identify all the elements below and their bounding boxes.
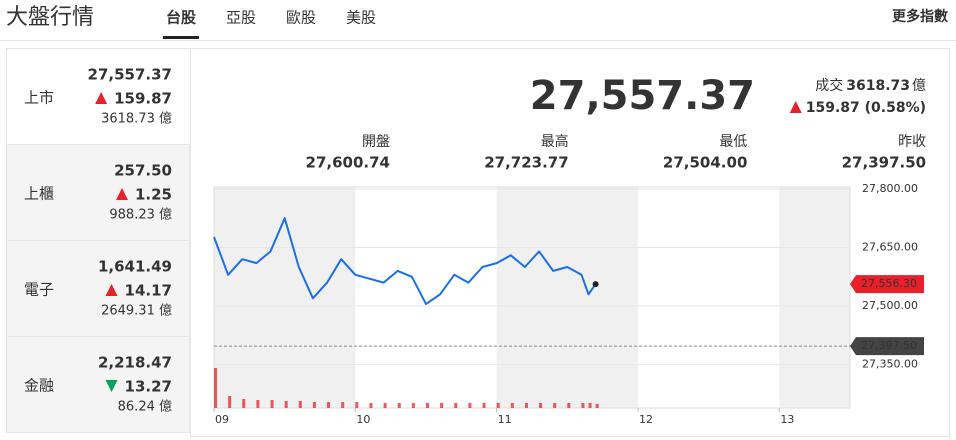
y-tick-label: 27,650.00 [862, 241, 918, 254]
volume-bar [312, 402, 316, 408]
volume-bar [214, 368, 217, 408]
volume-bar [298, 401, 302, 408]
market-price: 27,557.37 [88, 66, 172, 84]
volume-value: 3618.73 [846, 78, 910, 94]
volume-bar [567, 403, 571, 408]
volume-bar [496, 403, 500, 408]
tab[interactable]: 美股 [346, 9, 376, 27]
market-volume: 988.23 億 [109, 207, 172, 223]
market-price: 1,641.49 [98, 258, 172, 276]
up-arrow [115, 188, 128, 200]
market-volume: 86.24 億 [118, 399, 172, 415]
x-tick-label: 13 [780, 413, 794, 426]
prev-close-tag: 27,397.50 [861, 339, 917, 352]
market-item[interactable] [6, 144, 190, 241]
stat-value: 27,397.50 [842, 154, 926, 172]
y-tick-label: 27,500.00 [862, 299, 918, 312]
current-tag-bg [850, 275, 924, 294]
session-band [214, 187, 356, 408]
x-tick-label: 11 [498, 413, 512, 426]
price-line [213, 217, 597, 306]
volume-bar [468, 403, 472, 408]
market-name: 上市 [24, 89, 54, 107]
plot-frame [213, 186, 851, 409]
last-point [592, 281, 599, 288]
up-arrow [95, 92, 108, 104]
tab[interactable]: 台股 [166, 9, 197, 27]
volume-bar [284, 401, 288, 408]
prev-close-tag-bg [850, 337, 924, 356]
quote-price: 27,557.37 [530, 73, 755, 119]
volume-bar [369, 403, 373, 408]
volume-bar [242, 399, 246, 408]
volume-bar [256, 400, 260, 408]
down-arrow [105, 380, 118, 392]
volume-bar [524, 403, 528, 408]
stat-label: 最高 [541, 133, 569, 150]
market-price: 257.50 [114, 162, 172, 180]
volume-bar [327, 402, 331, 408]
volume-bar [270, 400, 274, 408]
volume-unit: 億 [912, 78, 926, 94]
volume-bar [411, 403, 415, 408]
session-band [779, 187, 850, 408]
y-tick-label: 27,350.00 [862, 358, 918, 371]
volume-bar [595, 404, 599, 408]
current-tag: 27,556.30 [861, 277, 917, 290]
tab-underline [163, 36, 199, 39]
market-item[interactable] [6, 240, 190, 337]
volume-bar [581, 403, 585, 408]
stat-label: 昨收 [898, 134, 926, 150]
market-name: 上櫃 [24, 185, 54, 203]
stat-value: 27,504.00 [663, 154, 747, 172]
quote-change: 159.87 (0.58%) [806, 100, 926, 116]
market-name: 金融 [24, 377, 54, 395]
volume-bar [440, 403, 444, 408]
market-volume: 3618.73 億 [101, 111, 172, 127]
volume-bar [228, 396, 232, 408]
up-arrow [105, 284, 118, 296]
market-price: 2,218.47 [98, 354, 172, 372]
session-band [496, 187, 638, 408]
volume-bar [341, 402, 345, 408]
up-arrow [789, 101, 802, 113]
tab[interactable]: 歐股 [286, 9, 316, 27]
volume-label: 成交 [815, 77, 843, 94]
x-tick-label: 09 [215, 413, 229, 426]
market-change: 159.87 [114, 90, 172, 108]
volume-bar [539, 403, 543, 408]
more-link[interactable]: 更多指數 [892, 8, 948, 25]
market-item[interactable] [6, 336, 190, 433]
volume-bar [553, 403, 557, 408]
market-change: 13.27 [125, 378, 172, 396]
market-change: 1.25 [135, 186, 172, 204]
market-change: 14.17 [125, 282, 172, 300]
volume-bar [482, 403, 486, 408]
stat-value: 27,723.77 [484, 154, 568, 172]
tab[interactable]: 亞股 [226, 9, 256, 27]
volume-bar [397, 403, 401, 408]
y-tick-label: 27,800.00 [862, 182, 918, 195]
volume-bar [355, 402, 359, 408]
volume-bar [426, 403, 429, 408]
volume-bar [383, 403, 387, 408]
x-tick-label: 10 [356, 413, 370, 426]
volume-bar [454, 403, 458, 408]
market-name: 電子 [24, 281, 54, 299]
market-volume: 2649.31 億 [101, 303, 172, 319]
x-tick-label: 12 [639, 413, 653, 426]
volume-bar [510, 403, 514, 408]
stat-label: 開盤 [362, 134, 390, 150]
stat-label: 最低 [719, 134, 747, 150]
page-title: 大盤行情 [6, 5, 94, 30]
stat-value: 27,600.74 [306, 154, 390, 172]
volume-bar [588, 403, 592, 408]
